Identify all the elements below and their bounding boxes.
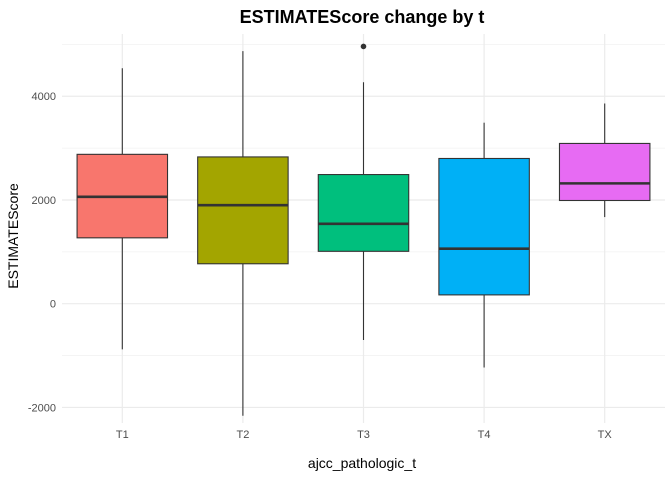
- y-axis-ticks: -2000 0 2000 4000: [28, 91, 56, 414]
- x-axis-ticks: T1 T2 T3 T4 TX: [116, 429, 613, 441]
- y-tick-label: -2000: [28, 402, 56, 414]
- x-tick-label: T2: [236, 429, 249, 441]
- outlier-point: [360, 43, 367, 50]
- box-T1: [76, 68, 169, 350]
- box-body: [438, 157, 530, 296]
- box-T3: [317, 43, 410, 341]
- x-axis-title: ajcc_pathologic_t: [308, 455, 416, 471]
- box-T2: [197, 51, 289, 416]
- boxes-layer: [76, 43, 651, 416]
- box-TX: [558, 103, 651, 218]
- chart-title: ESTIMATEScore change by t: [240, 7, 485, 27]
- y-axis-title: ESTIMATEScore: [5, 183, 21, 289]
- box-body: [558, 142, 651, 202]
- box-body: [197, 156, 289, 265]
- x-tick-label: TX: [598, 429, 613, 441]
- x-tick-label: T1: [116, 429, 129, 441]
- y-tick-label: 0: [50, 299, 56, 311]
- x-tick-label: T4: [478, 429, 491, 441]
- box-T4: [438, 122, 530, 368]
- x-tick-label: T3: [357, 429, 370, 441]
- y-tick-label: 2000: [32, 195, 56, 207]
- box-body: [317, 174, 410, 252]
- y-tick-label: 4000: [32, 91, 56, 103]
